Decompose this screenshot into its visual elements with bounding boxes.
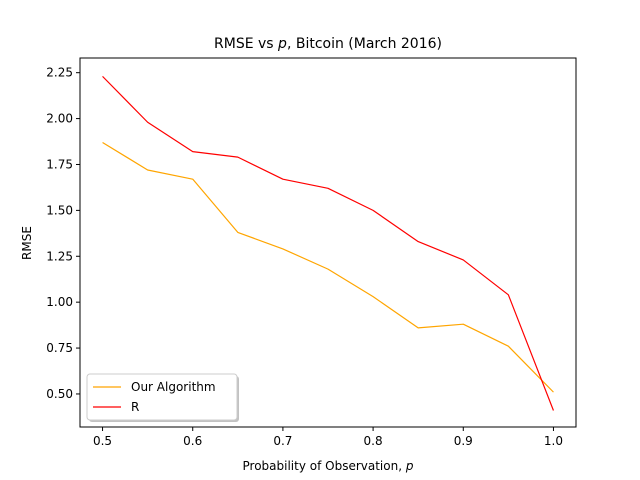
- y-tick-label: 1.50: [46, 203, 73, 217]
- x-tick-label: 0.5: [93, 434, 112, 448]
- plot-frame: [79, 57, 577, 428]
- y-axis: 0.50 0.75 1.00 1.25 1.50 1.75 2.00 2.25: [46, 66, 80, 401]
- y-tick-label: 0.75: [46, 341, 73, 355]
- y-axis-label: RMSE: [20, 226, 34, 260]
- x-tick-label: 0.8: [364, 434, 383, 448]
- legend-label: R: [131, 400, 139, 414]
- series-line-our-algorithm: [102, 141, 554, 393]
- y-tick-label: 2.25: [46, 66, 73, 80]
- x-tick-label: 1.0: [544, 434, 563, 448]
- chart-title: RMSE vs p, Bitcoin (March 2016): [214, 36, 442, 52]
- legend: Our Algorithm R: [86, 373, 239, 422]
- x-tick-label: 0.6: [183, 434, 202, 448]
- y-tick-label: 2.00: [46, 112, 73, 126]
- legend-label: Our Algorithm: [131, 380, 216, 394]
- series-layer: [102, 75, 555, 411]
- x-axis: 0.5 0.6 0.7 0.8 0.9 1.0: [93, 427, 563, 448]
- y-tick-label: 1.75: [46, 157, 73, 171]
- y-tick-label: 1.00: [46, 295, 73, 309]
- y-tick-label: 1.25: [46, 249, 73, 263]
- legend-box: [86, 373, 238, 421]
- x-axis-label: Probability of Observation, p: [243, 459, 414, 473]
- series-line-r: [102, 75, 555, 411]
- x-tick-label: 0.7: [273, 434, 292, 448]
- y-tick-label: 0.50: [46, 387, 73, 401]
- x-tick-label: 0.9: [454, 434, 473, 448]
